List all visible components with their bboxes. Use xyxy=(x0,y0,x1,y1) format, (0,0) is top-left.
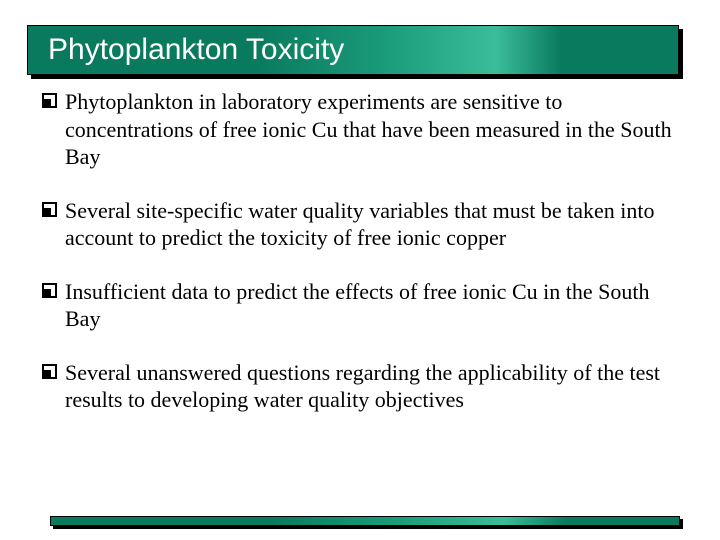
content-area: Phytoplankton in laboratory experiments … xyxy=(42,88,682,440)
bullet-text: Insufficient data to predict the effects… xyxy=(65,278,682,333)
list-item: Insufficient data to predict the effects… xyxy=(42,278,682,333)
list-item: Several site-specific water quality vari… xyxy=(42,197,682,252)
bullet-text: Several site-specific water quality vari… xyxy=(65,197,682,252)
footer-bar xyxy=(50,516,680,526)
bullet-icon xyxy=(42,93,57,108)
slide-title: Phytoplankton Toxicity xyxy=(48,33,344,67)
bullet-icon xyxy=(42,283,57,298)
list-item: Phytoplankton in laboratory experiments … xyxy=(42,88,682,171)
bullet-text: Several unanswered questions regarding t… xyxy=(65,359,682,414)
list-item: Several unanswered questions regarding t… xyxy=(42,359,682,414)
bullet-icon xyxy=(42,364,57,379)
bullet-icon xyxy=(42,202,57,217)
bullet-text: Phytoplankton in laboratory experiments … xyxy=(65,88,682,171)
title-bar: Phytoplankton Toxicity xyxy=(27,25,679,75)
